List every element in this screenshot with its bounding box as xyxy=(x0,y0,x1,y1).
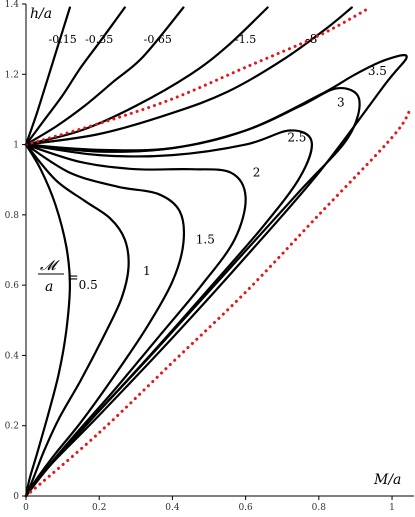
parameter-denominator: a xyxy=(45,279,53,295)
curve-label: 0.5 xyxy=(79,278,98,292)
parameter-numerator: 𝓜 xyxy=(40,258,60,274)
curve-label: 1.5 xyxy=(196,232,215,246)
curve-labels-layer: -0.15 -0.35 -0.65 -1.5 -8 3.5 3 2.5 2 1.5 1 0.5 xyxy=(48,32,386,292)
curve-label: -1.5 xyxy=(235,33,256,46)
series-line-1.5 xyxy=(24,143,186,498)
series-line--0.15 xyxy=(24,6,71,146)
axes-layer xyxy=(25,4,414,497)
x-tick-label: 0 xyxy=(23,503,29,513)
y-tick-label: 0.4 xyxy=(5,351,20,361)
parameter-label: 𝓜 a = xyxy=(38,258,79,295)
y-tick-label: 0.8 xyxy=(5,211,20,221)
curve-label: -0.35 xyxy=(85,33,113,46)
y-tick-label: 0.2 xyxy=(5,422,19,432)
series-line--0.35 xyxy=(24,6,126,146)
series-line-0.5 xyxy=(24,143,71,498)
x-tick-label: 0.4 xyxy=(165,503,180,513)
x-tick-label: 0.8 xyxy=(312,503,327,513)
curve-label: -0.15 xyxy=(48,33,76,46)
curve-label: 1 xyxy=(143,264,151,278)
series-line--0.65 xyxy=(24,6,185,146)
curve-label: 2 xyxy=(253,166,261,180)
parameter-equals: = xyxy=(67,270,79,286)
curves-layer xyxy=(24,6,412,498)
y-tick-label: 1.4 xyxy=(5,0,20,10)
series-line--1.5 xyxy=(24,6,269,146)
y-axis-title: h/a xyxy=(30,6,52,22)
x-tick-label: 0.2 xyxy=(92,503,106,513)
asymptote-line-12 xyxy=(24,6,372,147)
x-tick-label: 1 xyxy=(389,503,395,513)
asymptote-line-13 xyxy=(24,107,412,498)
series-line-2 xyxy=(24,143,247,498)
curve-label: 2.5 xyxy=(287,131,306,145)
series-line-2.5 xyxy=(24,129,313,498)
y-tick-label: 1.2 xyxy=(5,70,19,80)
y-tick-label: 0.6 xyxy=(5,281,20,291)
y-tick-label: 0 xyxy=(13,492,19,502)
curve-label: -0.65 xyxy=(144,33,172,46)
curve-label: 3 xyxy=(337,95,345,109)
curve-label: -8 xyxy=(306,32,318,46)
x-tick-label: 0.6 xyxy=(238,503,253,513)
series-line--8 xyxy=(24,6,353,146)
ticks-layer: 0 0.2 0.4 0.6 0.8 1 0 0.2 0.4 0.6 0.8 1 1.2 1.4 xyxy=(5,0,395,513)
curve-label: 3.5 xyxy=(368,64,387,78)
series-line-1 xyxy=(24,143,130,498)
x-axis-title: M/a xyxy=(373,472,401,488)
y-tick-label: 1 xyxy=(13,141,19,151)
